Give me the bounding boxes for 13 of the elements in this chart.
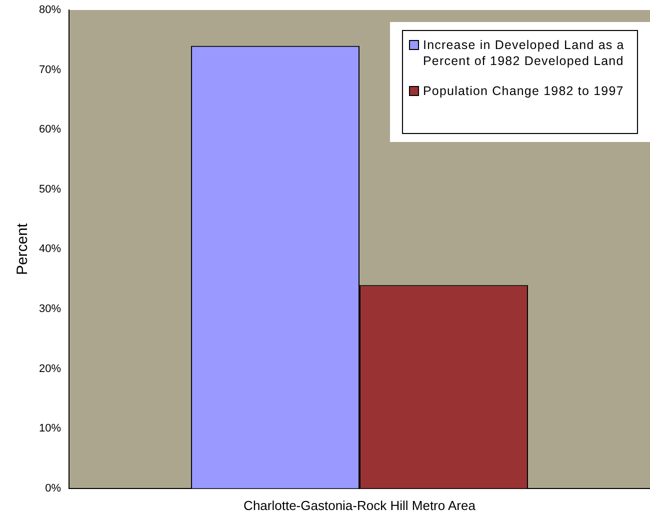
legend-label: Increase in Developed Land as a Percent of 1982 Developed Land: [423, 37, 626, 69]
x-tick-label: Charlotte-Gastonia-Rock Hill Metro Area: [244, 498, 476, 513]
y-tick-label: 10%: [38, 422, 62, 435]
y-tick-label: 70%: [38, 64, 62, 76]
y-tick-label: 80%: [38, 4, 62, 16]
y-tick-label: 0%: [45, 482, 62, 494]
y-tick-label: 40%: [38, 243, 62, 256]
y-tick-label: 60%: [38, 124, 62, 136]
y-tick-label: 20%: [38, 362, 62, 375]
y-tick-label: 30%: [38, 303, 62, 316]
legend-label: Population Change 1982 to 1997: [423, 83, 624, 99]
y-axis-title: Percent: [14, 222, 32, 276]
y-tick-label: 50%: [38, 183, 62, 196]
